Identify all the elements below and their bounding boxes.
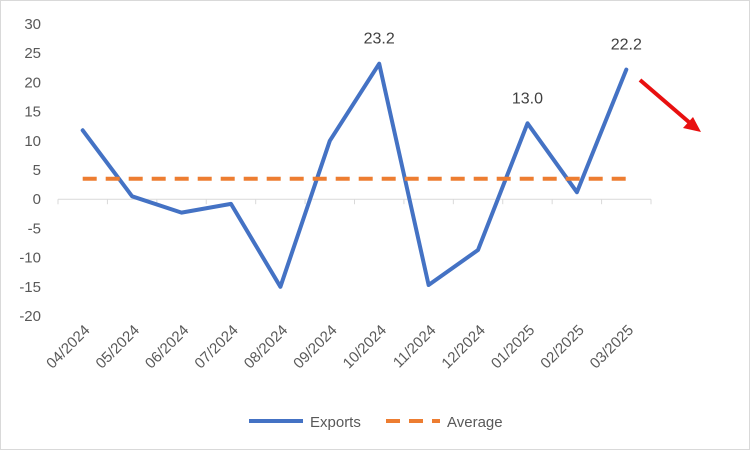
x-tick-label: 07/2024: [191, 322, 241, 372]
y-tick-label: -15: [19, 279, 41, 296]
arrow-shaft: [638, 78, 692, 125]
data-label: 22.2: [611, 37, 642, 54]
y-tick-label: 20: [24, 74, 41, 91]
y-tick-label: -20: [19, 308, 41, 325]
x-tick-label: 12/2024: [438, 322, 488, 372]
x-tick-label: 01/2025: [488, 322, 538, 372]
y-tick-label: 25: [24, 45, 41, 62]
red-arrow-annotation: [638, 78, 701, 132]
y-tick-label: 15: [24, 104, 41, 121]
data-labels: 23.2 13.0 22.2: [364, 31, 642, 108]
legend-label-exports: Exports: [310, 414, 361, 431]
series-layer: [80, 61, 629, 289]
x-tick-label: 08/2024: [241, 322, 291, 372]
data-label: 23.2: [364, 31, 395, 48]
legend: Exports Average: [249, 414, 503, 431]
x-tick-label: 02/2025: [537, 322, 587, 372]
y-tick-label: 30: [24, 16, 41, 33]
y-axis-ticks: 30 25 20 15 10 5 0 -5 -10 -15 -20: [19, 16, 41, 325]
y-tick-label: -10: [19, 250, 41, 267]
x-tick-label: 03/2025: [587, 322, 637, 372]
x-axis-ticks: 04/2024 05/2024 06/2024 07/2024 08/2024 09/20…: [43, 199, 652, 372]
y-tick-label: 10: [24, 133, 41, 150]
x-tick-label: 09/2024: [290, 322, 340, 372]
arrow-head-icon: [683, 117, 701, 132]
x-tick-label: 04/2024: [43, 322, 93, 372]
x-tick-label: 05/2024: [93, 322, 143, 372]
x-tick-label: 11/2024: [390, 322, 440, 372]
y-tick-label: 5: [33, 162, 41, 179]
y-tick-label: -5: [28, 220, 41, 237]
x-tick-label: 10/2024: [340, 322, 390, 372]
x-tick-label: 06/2024: [142, 322, 192, 372]
y-tick-label: 0: [33, 191, 41, 208]
data-label: 13.0: [512, 90, 543, 107]
legend-label-average: Average: [447, 414, 503, 431]
series-line-exports: [80, 61, 629, 289]
